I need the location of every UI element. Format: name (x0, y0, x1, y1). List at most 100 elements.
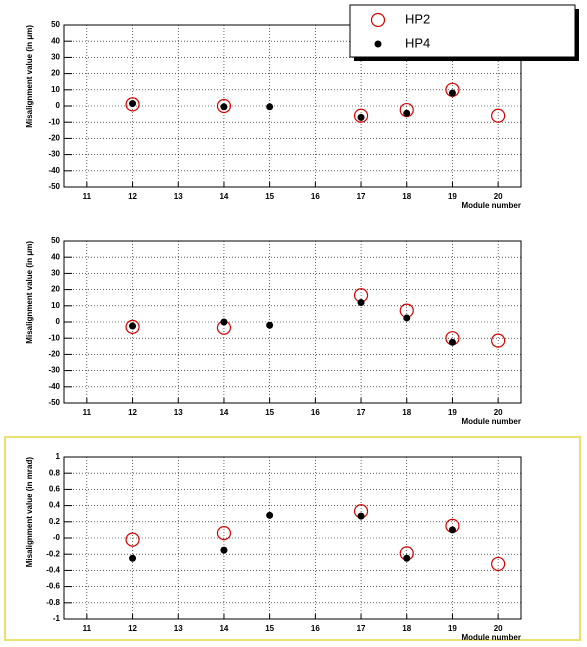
hp-marker-dot (266, 511, 274, 519)
y-tick-label: -0.6 (46, 582, 60, 591)
hp-marker-dot (403, 554, 411, 562)
selected-pad-border (4, 436, 581, 641)
x-tick-label: 18 (402, 624, 411, 633)
x-tick-label: 13 (174, 408, 183, 417)
y-tick-label: -20 (48, 350, 60, 359)
x-tick-label: 11 (83, 408, 92, 417)
legend-label: HP2 (405, 11, 430, 26)
x-tick-label: 15 (265, 192, 274, 201)
y-tick-label: 0 (56, 317, 61, 326)
y-tick-label: -0.2 (46, 549, 60, 558)
hp-marker-dot (357, 299, 365, 307)
hp-marker-open (216, 526, 232, 541)
x-tick-label: 20 (494, 624, 503, 633)
hp-marker-dot (220, 546, 228, 554)
hp-marker-open (353, 108, 369, 123)
x-tick-label: 17 (357, 624, 366, 633)
hp-marker-dot (403, 109, 411, 117)
x-tick-label: 14 (219, 624, 228, 633)
x-tick-label: 12 (128, 192, 137, 201)
y-tick-label: 30 (51, 53, 60, 62)
hp-marker-dot (357, 512, 365, 520)
x-tick-label: 14 (219, 192, 228, 201)
y-tick-label: -10 (48, 333, 60, 342)
x-tick-label: 15 (265, 624, 274, 633)
x-tick-label: 16 (311, 192, 320, 201)
hp-marker-open (491, 333, 506, 348)
legend-marker (374, 40, 382, 48)
x-axis-label: Module number (461, 201, 521, 210)
x-tick-label: 16 (311, 408, 320, 417)
x-tick-label: 17 (357, 192, 366, 201)
y-tick-label: 20 (51, 285, 60, 294)
y-tick-label: 10 (51, 301, 60, 310)
hp-marker-open (125, 97, 140, 112)
x-tick-label: 20 (494, 408, 503, 417)
hp-marker-dot (448, 89, 456, 97)
x-tick-label: 11 (83, 624, 92, 633)
y-tick-label: -0.4 (46, 566, 60, 575)
y-tick-label: -30 (48, 366, 60, 375)
y-tick-label: -0 (53, 533, 61, 542)
hp-marker-dot (448, 526, 456, 534)
hp-marker-dot (403, 314, 411, 322)
hp-marker-dot (448, 338, 456, 346)
y-tick-label: 0.4 (49, 501, 61, 510)
hp-marker-dot (220, 103, 228, 111)
y-tick-label: 0.8 (49, 468, 61, 477)
x-tick-label: 20 (494, 192, 503, 201)
x-tick-label: 14 (219, 408, 228, 417)
hp-marker-dot (220, 318, 228, 326)
y-tick-label: 1 (56, 452, 61, 461)
y-tick-label: 40 (51, 252, 60, 261)
y-tick-label: -20 (48, 134, 60, 143)
y-tick-label: 0.2 (49, 517, 61, 526)
x-tick-label: 18 (402, 408, 411, 417)
hp-marker-open (491, 108, 506, 123)
y-tick-label: 30 (51, 269, 60, 278)
x-tick-label: 19 (448, 192, 457, 201)
x-tick-label: 19 (448, 408, 457, 417)
x-tick-label: 17 (357, 408, 366, 417)
x-tick-label: 19 (448, 624, 457, 633)
hp-marker-dot (129, 322, 137, 330)
hp-marker-open (491, 556, 506, 572)
x-tick-label: 13 (174, 192, 183, 201)
x-tick-label: 12 (128, 408, 137, 417)
legend-label: HP4 (405, 35, 430, 50)
x-tick-label: 18 (402, 192, 411, 201)
legend-box (349, 4, 576, 58)
y-tick-label: -1 (53, 614, 61, 623)
hp-marker-dot (266, 321, 274, 329)
x-axis-label: Module number (461, 633, 521, 642)
legend-marker (370, 12, 386, 28)
y-tick-label: -0.8 (46, 598, 60, 607)
y-tick-label: -50 (48, 398, 60, 407)
hp-marker-dot (266, 103, 274, 111)
y-tick-label: 0 (56, 101, 61, 110)
y-tick-label: -30 (48, 150, 60, 159)
y-tick-label: 50 (51, 20, 60, 29)
y-tick-label: -50 (48, 182, 60, 191)
y-tick-label: -40 (48, 166, 60, 175)
y-axis-label: Misalignment value (in mrad) (25, 457, 34, 568)
y-tick-label: -40 (48, 382, 60, 391)
y-tick-label: 0.6 (49, 485, 61, 494)
y-axis-label: Misalignment value (in μm) (25, 25, 34, 128)
x-tick-label: 13 (174, 624, 183, 633)
hp-marker-dot (129, 554, 137, 562)
hp-marker-open (125, 319, 140, 334)
y-tick-label: 20 (51, 69, 60, 78)
y-tick-label: 50 (51, 236, 60, 245)
y-tick-label: 40 (51, 36, 60, 45)
x-axis-label: Module number (461, 417, 521, 426)
x-tick-label: 15 (265, 408, 274, 417)
x-tick-label: 11 (83, 192, 92, 201)
y-tick-label: -10 (48, 117, 60, 126)
y-axis-label: Misalignment value (in μm) (25, 241, 34, 344)
hp-marker-dot (129, 100, 137, 108)
y-tick-label: 10 (51, 85, 60, 94)
hp-marker-open (216, 98, 232, 114)
x-tick-label: 12 (128, 624, 137, 633)
